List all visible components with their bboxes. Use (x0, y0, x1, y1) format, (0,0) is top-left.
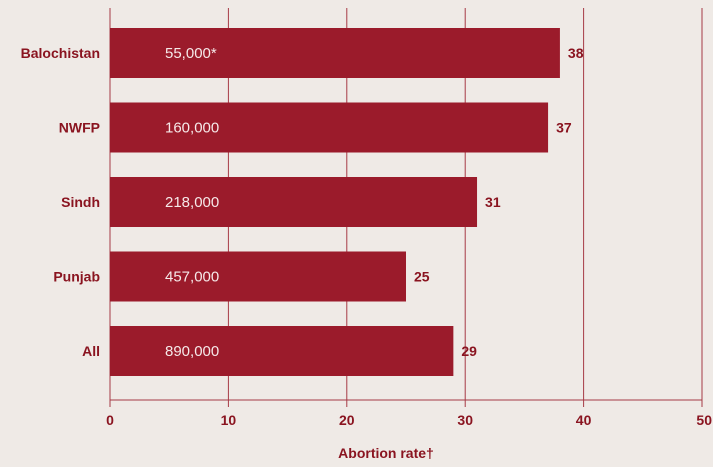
category-label: All (82, 343, 100, 359)
bar-inner-label: 218,000 (165, 194, 219, 211)
value-label: 38 (568, 45, 584, 61)
value-label: 37 (556, 120, 572, 136)
x-tick-label: 20 (339, 412, 355, 428)
category-label: Balochistan (21, 45, 100, 61)
x-tick-label: 0 (106, 412, 114, 428)
bar-inner-label: 160,000 (165, 120, 219, 137)
x-axis-title: Abortion rate† (338, 445, 434, 461)
bar-inner-label: 890,000 (165, 343, 219, 360)
x-tick-label: 10 (221, 412, 237, 428)
x-tick-label: 30 (457, 412, 473, 428)
value-label: 25 (414, 269, 430, 285)
category-label: NWFP (59, 120, 100, 136)
category-label: Sindh (61, 194, 100, 210)
bar-inner-label: 55,000* (165, 45, 217, 62)
bar (110, 177, 478, 227)
bar (110, 102, 549, 153)
x-tick-label: 50 (696, 412, 712, 428)
value-label: 31 (485, 194, 501, 210)
bar (110, 251, 406, 302)
bar-inner-label: 457,000 (165, 269, 219, 286)
bar (110, 28, 560, 78)
category-label: Punjab (53, 269, 100, 285)
value-label: 29 (461, 343, 477, 359)
x-tick-label: 40 (576, 412, 592, 428)
bar (110, 326, 454, 376)
